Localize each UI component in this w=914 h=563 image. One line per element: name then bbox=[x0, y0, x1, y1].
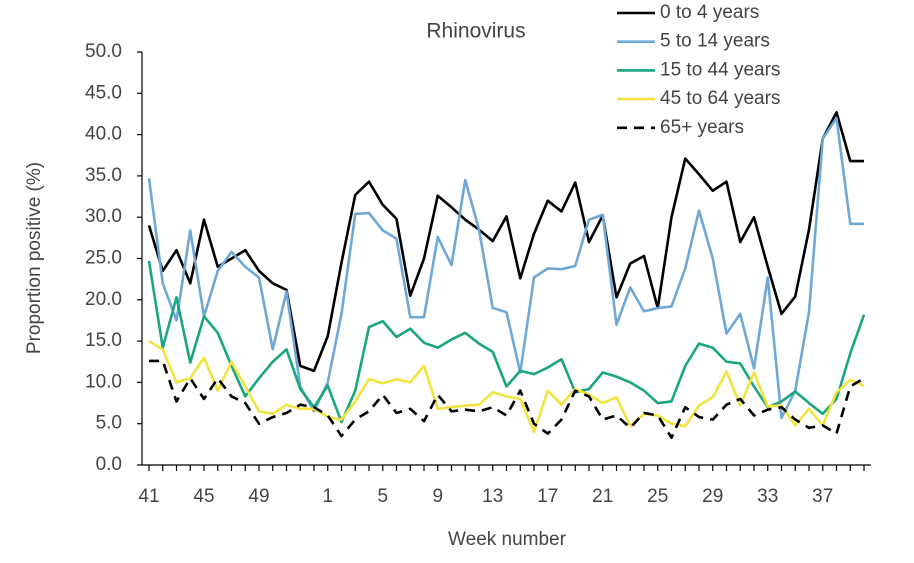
series-line bbox=[147, 116, 864, 420]
x-tick-label: 45 bbox=[193, 486, 214, 507]
legend-label: 5 to 14 years bbox=[660, 31, 770, 52]
y-axis-label: Proportion positive (%) bbox=[24, 162, 45, 354]
y-tick-label: 25.0 bbox=[85, 248, 122, 269]
legend-label: 15 to 44 years bbox=[660, 59, 780, 80]
y-tick-label: 45.0 bbox=[85, 82, 122, 103]
y-tick-label: 30.0 bbox=[85, 206, 122, 227]
y-tick-label: 40.0 bbox=[85, 124, 122, 145]
x-tick-label: 25 bbox=[647, 486, 668, 507]
series-line bbox=[148, 339, 865, 434]
series-line bbox=[149, 359, 865, 440]
series-line bbox=[147, 260, 866, 424]
x-tick-label: 49 bbox=[248, 486, 269, 507]
x-tick-label: 5 bbox=[377, 486, 388, 507]
x-tick-label: 33 bbox=[757, 486, 778, 507]
legend-label: 65+ years bbox=[660, 117, 744, 138]
x-axis-label: Week number bbox=[448, 529, 567, 550]
y-tick-label: 10.0 bbox=[85, 371, 122, 392]
x-tick-label: 17 bbox=[537, 486, 558, 507]
x-tick-label: 41 bbox=[138, 486, 159, 507]
x-tick-label: 13 bbox=[482, 486, 503, 507]
x-tick-label: 29 bbox=[702, 486, 723, 507]
y-tick-label: 20.0 bbox=[85, 289, 122, 310]
y-tick-label: 0.0 bbox=[96, 454, 122, 475]
x-tick-label: 21 bbox=[592, 486, 613, 507]
chart-title: Rhinovirus bbox=[426, 20, 525, 43]
y-tick-label: 50.0 bbox=[85, 41, 122, 62]
y-tick-label: 35.0 bbox=[85, 165, 122, 186]
x-tick-label: 37 bbox=[812, 486, 833, 507]
legend-label: 45 to 64 years bbox=[660, 88, 780, 109]
legend-label: 0 to 4 years bbox=[660, 2, 759, 23]
x-tick-label: 9 bbox=[432, 486, 443, 507]
y-tick-label: 5.0 bbox=[96, 413, 122, 434]
series-line bbox=[147, 111, 864, 373]
y-tick-label: 15.0 bbox=[85, 330, 122, 351]
x-tick-label: 1 bbox=[322, 486, 333, 507]
